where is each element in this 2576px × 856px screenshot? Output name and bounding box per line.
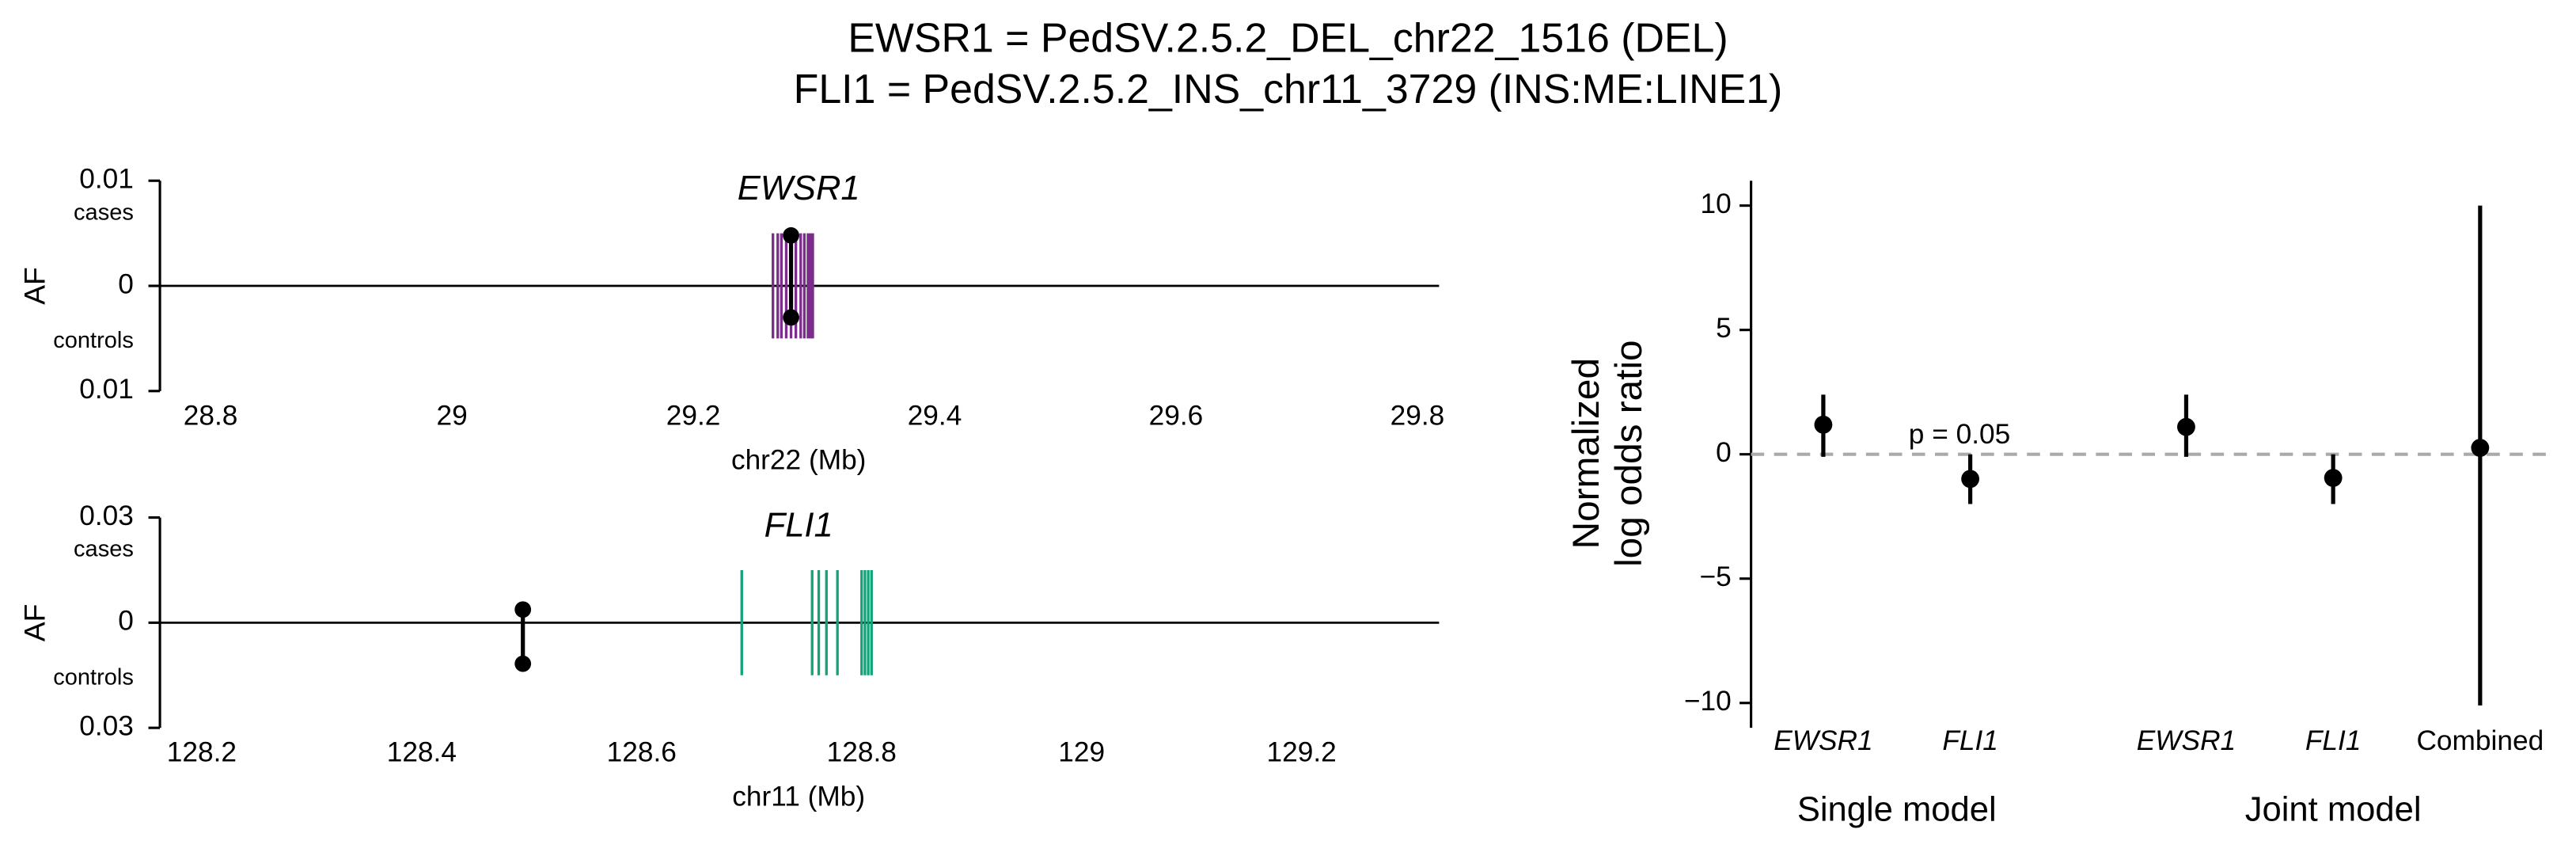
y-tick-label: 0.03 [79,710,134,741]
controls-label: controls [53,328,134,353]
y-tick-label: 0 [118,606,134,637]
y-axis-label: AF [17,604,51,642]
x-tick-label: 29.8 [1390,400,1445,431]
x-tick-label: Combined [2416,725,2544,756]
x-tick-label: EWSR1 [2137,725,2236,756]
sv-cases-dot [783,226,799,244]
cases-label: cases [74,537,134,562]
estimate-point [1814,415,1833,434]
gene-title: EWSR1 [738,169,860,207]
group-label: Single model [1797,790,1997,828]
figure-title: FLI1 = PedSV.2.5.2_INS_chr11_3729 (INS:M… [794,66,1783,112]
y-axis-label: Normalized [1565,358,1607,549]
x-tick-label: 128.8 [827,737,897,768]
y-tick-label: 0 [118,268,134,299]
x-tick-label: 29.4 [908,400,962,431]
estimate-point [2471,439,2490,457]
x-tick-label: 29.6 [1149,400,1204,431]
estimate-point [2324,469,2343,487]
x-tick-label: 128.4 [387,737,457,768]
x-tick-label: 129.2 [1267,737,1337,768]
y-tick-label: 5 [1716,313,1732,344]
estimate-point [1961,470,1980,489]
y-tick-label: 0.03 [79,500,134,531]
x-tick-label: 29 [436,400,467,431]
group-label: Joint model [2245,790,2422,828]
annotation: p = 0.05 [1909,419,2010,450]
y-tick-label: 0 [1716,437,1732,468]
sv-cases-dot [514,601,532,618]
y-axis-label: AF [17,267,51,305]
x-tick-label: 28.8 [184,400,238,431]
x-axis-label: chr11 (Mb) [732,782,865,812]
gene-title: FLI1 [764,507,833,545]
sv-controls-dot [783,309,799,326]
sv-controls-dot [514,655,532,672]
x-tick-label: 128.6 [607,737,677,768]
y-tick-label: 10 [1700,188,1731,219]
y-tick-label: −10 [1684,686,1732,717]
cases-label: cases [74,200,134,225]
y-axis-label: log odds ratio [1608,340,1650,567]
x-tick-label: 128.2 [167,737,237,768]
x-tick-label: FLI1 [1942,725,1998,756]
y-tick-label: 0.01 [79,374,134,405]
x-tick-label: FLI1 [2305,725,2362,756]
estimate-point [2177,417,2195,436]
x-tick-label: 129 [1058,737,1105,768]
x-tick-label: 29.2 [666,400,721,431]
x-tick-label: EWSR1 [1774,725,1872,756]
y-tick-label: −5 [1699,561,1731,592]
controls-label: controls [53,665,134,691]
figure-title: EWSR1 = PedSV.2.5.2_DEL_chr22_1516 (DEL) [848,15,1728,61]
y-tick-label: 0.01 [79,164,134,195]
x-axis-label: chr22 (Mb) [731,444,867,475]
